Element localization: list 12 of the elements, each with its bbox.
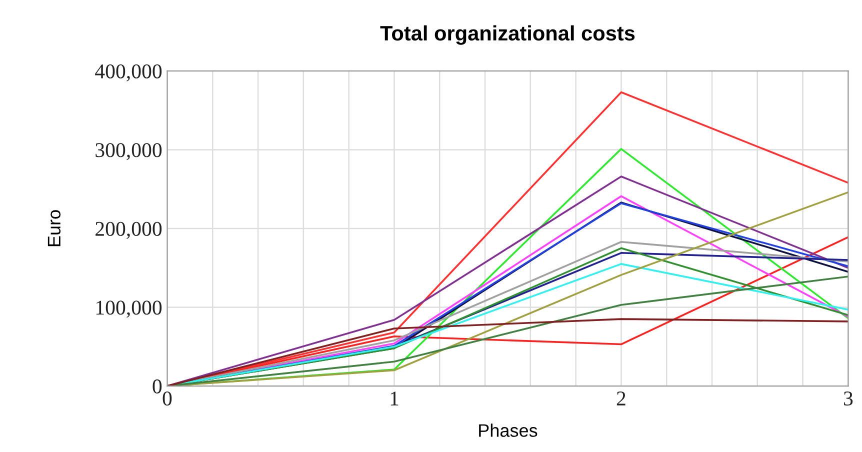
y-tick-label: 400,000 xyxy=(95,64,162,82)
y-tick-label: 300,000 xyxy=(96,143,162,160)
x-axis-title: Phases xyxy=(479,424,538,437)
y-axis-title: Euro xyxy=(48,210,61,246)
x-tick-label: 2 xyxy=(616,392,626,406)
chart-title: Total organizational costs xyxy=(380,25,635,45)
y-tick-label: 100,000 xyxy=(96,300,162,318)
y-tick-label: 200,000 xyxy=(96,222,162,239)
y-tick-label: 0 xyxy=(152,379,162,394)
x-tick-label: 0 xyxy=(162,391,172,406)
x-tick-label: 1 xyxy=(390,392,398,406)
x-tick-label: 3 xyxy=(844,392,853,406)
